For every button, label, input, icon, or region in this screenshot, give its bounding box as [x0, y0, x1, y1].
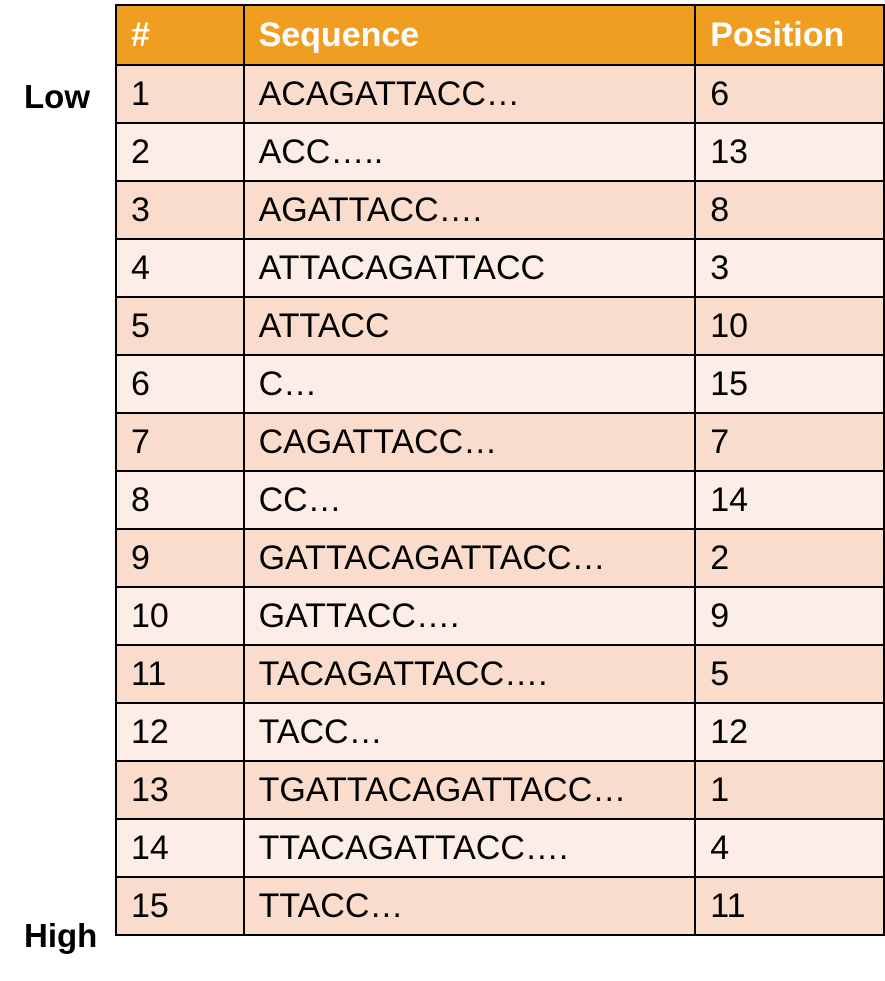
row-index: 5 — [115, 296, 245, 356]
row-position: 1 — [694, 760, 885, 820]
table-row: 5 ATTACC 10 — [115, 296, 885, 356]
row-index: 7 — [115, 412, 245, 472]
row-sequence: TTACC… — [242, 876, 697, 936]
row-index: 15 — [115, 876, 245, 936]
high-label: High — [24, 917, 98, 954]
row-position: 4 — [694, 818, 885, 878]
row-position: 11 — [694, 876, 885, 936]
row-position: 8 — [694, 180, 885, 240]
table-row: 12 TACC… 12 — [115, 702, 885, 762]
row-position: 9 — [694, 586, 885, 646]
row-sequence: ATTACC — [242, 296, 697, 356]
table-row: 14 TTACAGATTACC…. 4 — [115, 818, 885, 878]
row-sequence: C… — [242, 354, 697, 414]
row-index: 9 — [115, 528, 245, 588]
table-row: 1 ACAGATTACC… 6 — [115, 64, 885, 124]
row-sequence: TTACAGATTACC…. — [242, 818, 697, 878]
row-index: 13 — [115, 760, 245, 820]
row-sequence: TACAGATTACC…. — [242, 644, 697, 704]
row-index: 6 — [115, 354, 245, 414]
row-sequence: TACC… — [242, 702, 697, 762]
header-sequence: Sequence — [242, 4, 697, 66]
row-position: 5 — [694, 644, 885, 704]
row-sequence: ACAGATTACC… — [242, 64, 697, 124]
row-position: 14 — [694, 470, 885, 530]
row-sequence: GATTACC…. — [242, 586, 697, 646]
row-position: 3 — [694, 238, 885, 298]
table-row: 6 C… 15 — [115, 354, 885, 414]
header-position: Position — [694, 4, 885, 66]
table-row: 10 GATTACC…. 9 — [115, 586, 885, 646]
table-header-row: # Sequence Position — [115, 4, 885, 66]
row-position: 15 — [694, 354, 885, 414]
table-row: 8 CC… 14 — [115, 470, 885, 530]
table-row: 9 GATTACAGATTACC… 2 — [115, 528, 885, 588]
row-position: 13 — [694, 122, 885, 182]
table-row: 3 AGATTACC…. 8 — [115, 180, 885, 240]
row-position: 2 — [694, 528, 885, 588]
table-row: 11 TACAGATTACC…. 5 — [115, 644, 885, 704]
low-label: Low — [24, 78, 90, 115]
row-index: 1 — [115, 64, 245, 124]
row-sequence: TGATTACAGATTACC… — [242, 760, 697, 820]
row-sequence: GATTACAGATTACC… — [242, 528, 697, 588]
table-row: 13 TGATTACAGATTACC… 1 — [115, 760, 885, 820]
row-sequence: CC… — [242, 470, 697, 530]
row-sequence: CAGATTACC… — [242, 412, 697, 472]
row-sequence: AGATTACC…. — [242, 180, 697, 240]
row-index: 14 — [115, 818, 245, 878]
row-position: 12 — [694, 702, 885, 762]
row-position: 6 — [694, 64, 885, 124]
row-index: 2 — [115, 122, 245, 182]
row-position: 7 — [694, 412, 885, 472]
row-sequence: ATTACAGATTACC — [242, 238, 697, 298]
table-row: 15 TTACC… 11 — [115, 876, 885, 936]
row-index: 3 — [115, 180, 245, 240]
header-index: # — [115, 4, 245, 66]
row-index: 11 — [115, 644, 245, 704]
table-row: 2 ACC….. 13 — [115, 122, 885, 182]
table-row: 7 CAGATTACC… 7 — [115, 412, 885, 472]
suffix-array-table: # Sequence Position 1 ACAGATTACC… 6 2 AC… — [115, 4, 885, 936]
row-index: 8 — [115, 470, 245, 530]
row-position: 10 — [694, 296, 885, 356]
row-sequence: ACC….. — [242, 122, 697, 182]
row-index: 10 — [115, 586, 245, 646]
row-index: 12 — [115, 702, 245, 762]
row-index: 4 — [115, 238, 245, 298]
table-row: 4 ATTACAGATTACC 3 — [115, 238, 885, 298]
